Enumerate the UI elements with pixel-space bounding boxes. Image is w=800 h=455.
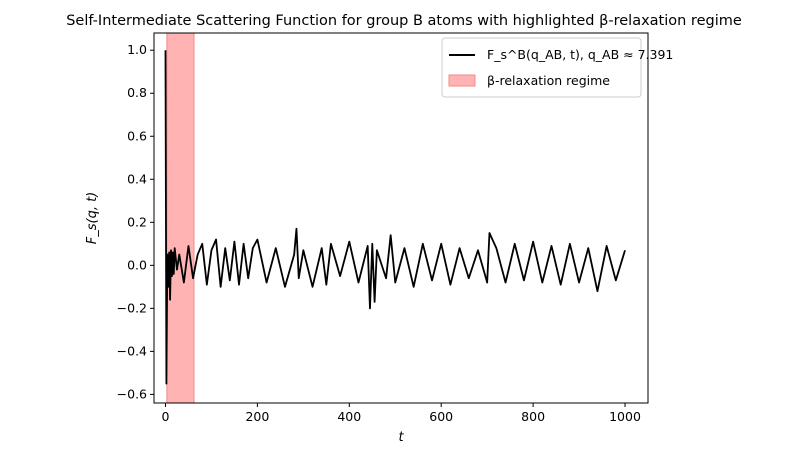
- x-tick-label: 1000: [609, 409, 641, 424]
- x-tick-label: 600: [429, 409, 453, 424]
- x-axis-label: t: [398, 430, 404, 445]
- legend-series-label: F_s^B(q_AB, t), q_AB ≈ 7.391: [487, 47, 673, 62]
- y-tick-label: 0.0: [127, 257, 147, 272]
- y-tick-label: 0.8: [127, 85, 147, 100]
- chart-title: Self-Intermediate Scattering Function fo…: [66, 13, 742, 29]
- y-tick-label: 1.0: [127, 42, 147, 57]
- beta-relaxation-band: [166, 32, 195, 404]
- series-line-0: [164, 50, 626, 385]
- plot-frame: [153, 32, 649, 404]
- x-tick-label: 800: [521, 409, 545, 424]
- y-tick-label: −0.6: [117, 386, 147, 401]
- y-tick-label: −0.2: [117, 300, 147, 315]
- y-tick-label: 0.2: [127, 214, 147, 229]
- y-tick-label: 0.6: [127, 128, 147, 143]
- legend-band-label: β-relaxation regime: [487, 73, 610, 88]
- x-tick-label: 0: [162, 409, 170, 424]
- y-tick-label: 0.4: [127, 171, 147, 186]
- y-tick-label: −0.4: [117, 343, 147, 358]
- legend: F_s^B(q_AB, t), q_AB ≈ 7.391 β-relaxatio…: [441, 37, 673, 98]
- legend-box: [441, 37, 642, 98]
- legend-band-swatch: [448, 74, 476, 87]
- x-tick-label: 400: [337, 409, 361, 424]
- y-axis-label: F_s(q, t): [85, 192, 100, 245]
- x-tick-label: 200: [245, 409, 269, 424]
